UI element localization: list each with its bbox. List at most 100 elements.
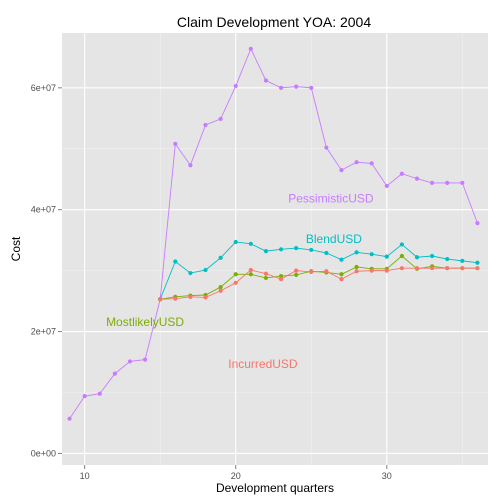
x-tick-label: 20 xyxy=(231,471,241,481)
major-gridlines xyxy=(62,33,488,465)
data-point-pessimisticusd xyxy=(112,371,117,376)
data-point-incurredusd xyxy=(173,296,178,301)
data-point-blendusd xyxy=(188,270,193,276)
data-point-mostlikelyusd xyxy=(399,253,404,259)
data-point-pessimisticusd xyxy=(97,391,102,396)
data-point-incurredusd xyxy=(203,295,208,300)
data-point-mostlikelyusd xyxy=(233,272,238,277)
data-point-blendusd xyxy=(445,256,450,262)
data-point-incurredusd xyxy=(384,268,389,273)
data-point-mostlikelyusd xyxy=(339,272,344,277)
axis-ticks: 10 20 30 0e+00 2e+07 4e+07 6e+07 xyxy=(31,83,392,481)
data-point-blendusd xyxy=(399,242,404,247)
series-label-mostlikelyusd: MostlikelyUSD xyxy=(106,315,184,329)
data-point-pessimisticusd xyxy=(294,84,299,89)
data-point-pessimisticusd xyxy=(309,85,314,90)
data-point-pessimisticusd xyxy=(460,180,465,185)
data-point-incurredusd xyxy=(414,266,420,271)
data-point-mostlikelyusd xyxy=(278,274,284,279)
data-point-pessimisticusd xyxy=(445,180,450,185)
data-point-incurredusd xyxy=(294,268,299,273)
x-axis-title: Development quarters xyxy=(216,481,334,495)
data-point-mostlikelyusd xyxy=(218,284,223,290)
data-point-pessimisticusd xyxy=(369,161,374,166)
data-point-incurredusd xyxy=(339,277,344,282)
data-point-pessimisticusd xyxy=(475,221,480,226)
series-layer xyxy=(67,46,480,421)
data-point-pessimisticusd xyxy=(278,85,284,90)
data-point-incurredusd xyxy=(354,269,359,274)
chart-title: Claim Development YOA: 2004 xyxy=(177,14,371,30)
data-point-pessimisticusd xyxy=(218,116,223,122)
data-point-blendusd xyxy=(263,249,269,254)
data-point-mostlikelyusd xyxy=(248,272,253,277)
data-point-pessimisticusd xyxy=(324,145,329,150)
data-point-pessimisticusd xyxy=(142,357,148,362)
data-point-incurredusd xyxy=(218,288,223,293)
data-point-blendusd xyxy=(339,257,344,262)
series-line-blendusd xyxy=(159,241,478,300)
data-point-blendusd xyxy=(278,247,284,252)
series-line-pessimisticusd xyxy=(69,47,478,419)
data-point-blendusd xyxy=(430,253,435,259)
data-point-pessimisticusd xyxy=(339,167,344,173)
data-point-blendusd xyxy=(203,267,208,273)
data-point-pessimisticusd xyxy=(414,176,420,181)
series-label-pessimisticusd: PessimisticUSD xyxy=(288,192,374,206)
data-point-blendusd xyxy=(369,252,374,257)
y-tick-label: 0e+00 xyxy=(31,448,56,458)
data-point-incurredusd xyxy=(369,268,374,273)
series-line-incurredusd xyxy=(160,267,478,300)
data-point-pessimisticusd xyxy=(173,141,178,146)
data-point-blendusd xyxy=(354,250,359,255)
data-point-incurredusd xyxy=(460,266,465,271)
data-point-incurredusd xyxy=(263,271,269,276)
data-point-pessimisticusd xyxy=(82,394,87,399)
data-point-incurredusd xyxy=(309,269,314,274)
data-point-blendusd xyxy=(324,250,329,256)
data-point-pessimisticusd xyxy=(67,416,72,421)
data-point-blendusd xyxy=(248,241,253,246)
data-point-incurredusd xyxy=(399,266,404,271)
data-point-blendusd xyxy=(173,259,178,264)
data-point-blendusd xyxy=(294,245,299,251)
data-point-pessimisticusd xyxy=(127,359,133,364)
data-point-blendusd xyxy=(218,255,223,260)
data-point-incurredusd xyxy=(248,267,253,273)
y-tick-label: 6e+07 xyxy=(31,83,56,93)
y-axis-title: Cost xyxy=(9,236,23,261)
data-point-incurredusd xyxy=(475,266,480,271)
data-point-blendusd xyxy=(460,258,465,263)
x-tick-label: 30 xyxy=(382,471,392,481)
data-point-pessimisticusd xyxy=(430,180,435,185)
data-point-pessimisticusd xyxy=(354,160,359,165)
data-point-mostlikelyusd xyxy=(294,272,299,277)
data-point-mostlikelyusd xyxy=(354,264,359,270)
data-point-blendusd xyxy=(309,247,314,253)
data-point-pessimisticusd xyxy=(203,122,208,128)
data-point-mostlikelyusd xyxy=(263,275,269,281)
data-point-pessimisticusd xyxy=(233,83,238,89)
data-point-pessimisticusd xyxy=(248,46,253,51)
y-tick-label: 4e+07 xyxy=(31,205,56,215)
series-label-incurredusd: IncurredUSD xyxy=(228,357,298,371)
data-point-incurredusd xyxy=(278,277,284,282)
series-labels: PessimisticUSD BlendUSD MostlikelyUSD Incur… xyxy=(106,192,374,371)
data-point-incurredusd xyxy=(233,280,238,285)
data-point-incurredusd xyxy=(188,294,193,299)
plot-panel xyxy=(62,33,488,465)
data-point-blendusd xyxy=(475,260,480,265)
data-point-pessimisticusd xyxy=(188,163,193,168)
x-tick-label: 10 xyxy=(80,471,90,481)
data-point-blendusd xyxy=(233,239,238,245)
data-point-blendusd xyxy=(384,254,389,259)
data-point-pessimisticusd xyxy=(399,171,404,176)
data-point-incurredusd xyxy=(324,269,329,274)
data-point-pessimisticusd xyxy=(263,78,269,83)
data-point-blendusd xyxy=(414,255,420,260)
series-label-blendusd: BlendUSD xyxy=(306,232,362,246)
data-point-incurredusd xyxy=(430,266,435,271)
y-tick-label: 2e+07 xyxy=(31,327,56,337)
data-point-pessimisticusd xyxy=(384,183,389,189)
